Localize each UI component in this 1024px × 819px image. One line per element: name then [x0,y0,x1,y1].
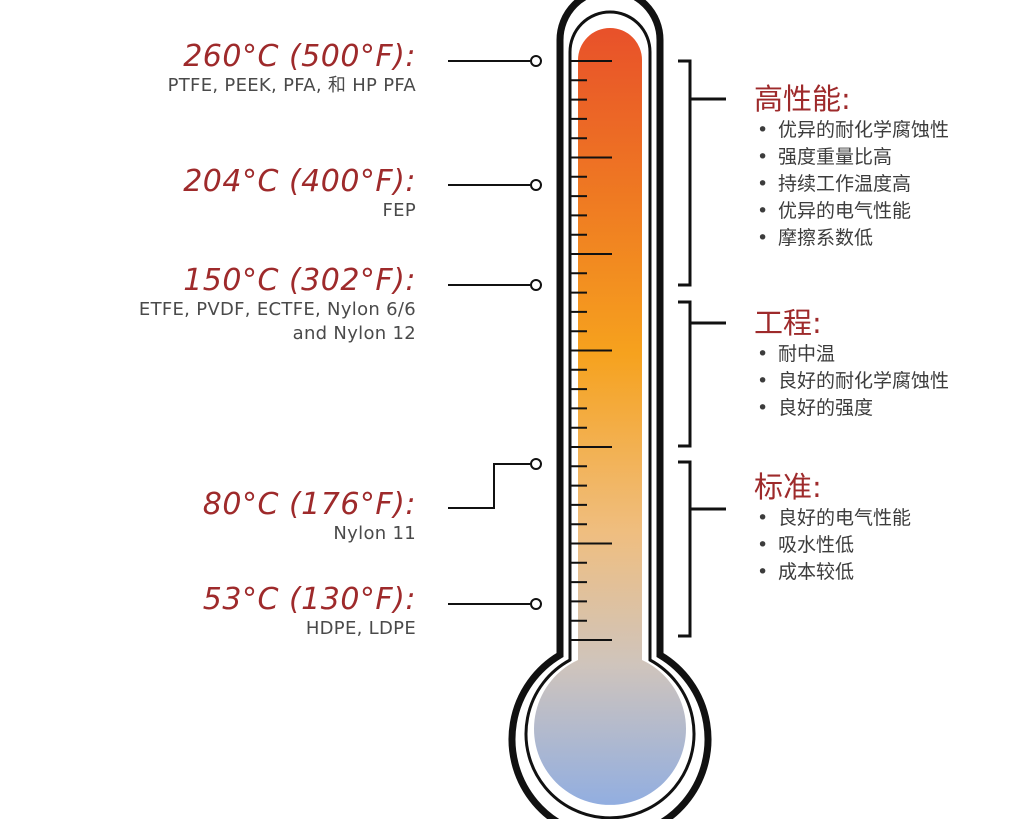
leader-dot-80 [530,458,542,470]
temp-value: 204°C (400°F): [183,164,416,199]
temp-label-260: 260°C (500°F): PTFE, PEEK, PFA, 和 HP PFA [168,40,416,98]
thermometer-inner [524,10,696,819]
temp-materials: FEP [382,200,416,221]
list-item: 吸水性低 [754,532,911,559]
leader-dot-204 [530,179,542,191]
temp-value: 80°C (176°F): [202,487,416,522]
list-item: 成本较低 [754,559,911,586]
bracket-high-performance [678,59,726,287]
category-engineering: 工程: 耐中温 良好的耐化学腐蚀性 良好的强度 [754,305,949,422]
list-item: 优异的电气性能 [754,198,949,225]
temp-materials: ETFE, PVDF, ECTFE, Nylon 6/6 [138,299,416,320]
thermometer-ticks [570,60,612,641]
category-high-performance: 高性能: 优异的耐化学腐蚀性 强度重量比高 持续工作温度高 优异的电气性能 摩擦… [754,81,949,252]
temp-label-204: 204°C (400°F): FEP [183,165,416,223]
list-item: 良好的强度 [754,395,949,422]
list-item: 良好的耐化学腐蚀性 [754,368,949,395]
temp-value: 260°C (500°F): [183,39,416,74]
temp-label-53: 53°C (130°F): HDPE, LDPE [203,583,416,641]
list-item: 持续工作温度高 [754,171,949,198]
leader-line-80 [448,463,530,509]
category-title: 工程: [754,306,822,340]
leader-dot-150 [530,279,542,291]
leader-dot-260 [530,55,542,67]
list-item: 优异的耐化学腐蚀性 [754,117,949,144]
temp-label-150: 150°C (302°F): ETFE, PVDF, ECTFE, Nylon … [139,264,416,346]
temperature-leader-lines [448,55,542,610]
thermometer-fill [533,28,686,805]
temp-materials-line2: and Nylon 12 [292,323,416,344]
temp-materials: Nylon 11 [333,523,416,544]
category-list: 优异的耐化学腐蚀性 强度重量比高 持续工作温度高 优异的电气性能 摩擦系数低 [754,117,949,252]
category-title: 标准: [754,470,822,504]
temp-value: 53°C (130°F): [202,582,416,617]
category-list: 耐中温 良好的耐化学腐蚀性 良好的强度 [754,341,949,422]
temp-label-80: 80°C (176°F): Nylon 11 [203,488,416,546]
bracket-standard [678,460,726,638]
list-item: 摩擦系数低 [754,225,949,252]
list-item: 耐中温 [754,341,949,368]
temp-materials: HDPE, LDPE [305,618,416,639]
category-standard: 标准: 良好的电气性能 吸水性低 成本较低 [754,469,911,586]
temp-value: 150°C (302°F): [183,263,416,298]
list-item: 强度重量比高 [754,144,949,171]
bracket-engineering [678,300,726,448]
leader-dot-53 [530,598,542,610]
category-brackets [678,59,726,638]
temp-materials: PTFE, PEEK, PFA, 和 HP PFA [167,75,416,96]
category-list: 良好的电气性能 吸水性低 成本较低 [754,505,911,586]
category-title: 高性能: [754,82,851,116]
list-item: 良好的电气性能 [754,505,911,532]
